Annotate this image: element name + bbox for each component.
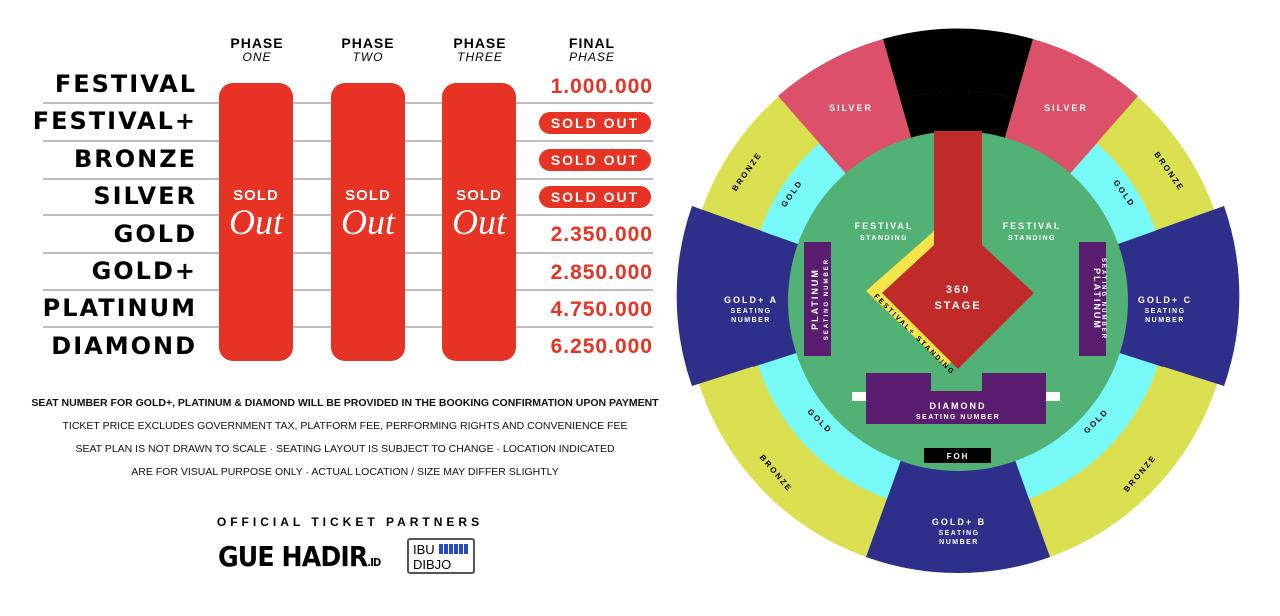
note-seat-number: SEAT NUMBER FOR GOLD+, PLATINUM & DIAMON… bbox=[31, 397, 659, 409]
category-silver: SILVER bbox=[93, 182, 197, 210]
phase-three-sold-out: SOLD Out bbox=[442, 83, 516, 361]
svg-text:DIAMOND: DIAMOND bbox=[930, 401, 987, 411]
svg-text:NUMBER: NUMBER bbox=[939, 539, 979, 546]
svg-text:FESTIVAL: FESTIVAL bbox=[1003, 221, 1062, 231]
phase-one-sold-out: SOLD Out bbox=[219, 83, 293, 361]
platinum-right[interactable] bbox=[1079, 242, 1106, 356]
svg-text:STANDING: STANDING bbox=[860, 235, 908, 242]
category-gold: GOLD bbox=[113, 220, 197, 248]
final-price-festival: 1.000.000 bbox=[550, 75, 653, 98]
phase-two-sold-out: SOLD Out bbox=[331, 83, 405, 361]
final-sold-out-silver: SOLD OUT bbox=[539, 186, 651, 208]
guehadir-logo: GUE HADIR.ID bbox=[218, 540, 381, 573]
stage bbox=[882, 131, 1034, 369]
svg-text:SEATING NUMBER: SEATING NUMBER bbox=[824, 258, 830, 340]
svg-text:SEATING NUMBER: SEATING NUMBER bbox=[1100, 258, 1106, 340]
final-price-platinum: 4.750.000 bbox=[550, 298, 653, 321]
svg-text:SEATING: SEATING bbox=[730, 308, 771, 315]
svg-text:GOLD+ B: GOLD+ B bbox=[932, 517, 986, 527]
header-phase-two: PHASE TWO bbox=[341, 35, 395, 64]
final-sold-out-bronze: SOLD OUT bbox=[539, 149, 651, 171]
svg-text:STANDING: STANDING bbox=[1008, 235, 1056, 242]
category-diamond: DIAMOND bbox=[51, 332, 197, 360]
final-price-gold-plus: 2.850.000 bbox=[550, 261, 653, 284]
svg-text:GOLD+ A: GOLD+ A bbox=[724, 295, 778, 305]
category-festival: FESTIVAL bbox=[54, 70, 197, 98]
svg-text:NUMBER: NUMBER bbox=[1145, 317, 1185, 324]
category-festival-plus: FESTIVAL+ bbox=[32, 107, 197, 135]
svg-text:SEATING NUMBER: SEATING NUMBER bbox=[916, 414, 1000, 421]
platinum-left[interactable] bbox=[804, 242, 831, 356]
svg-text:FOH: FOH bbox=[947, 452, 970, 461]
final-price-diamond: 6.250.000 bbox=[550, 335, 653, 358]
svg-text:NUMBER: NUMBER bbox=[731, 317, 771, 324]
svg-text:SEATING: SEATING bbox=[1144, 308, 1185, 315]
final-sold-out-festival-plus: SOLD OUT bbox=[539, 112, 651, 134]
svg-text:360: 360 bbox=[946, 284, 970, 296]
partners-title: OFFICIAL TICKET PARTNERS bbox=[216, 515, 484, 529]
svg-text:SILVER: SILVER bbox=[829, 103, 873, 113]
logo-grid-icon bbox=[439, 544, 469, 554]
header-final-phase: FINAL PHASE bbox=[568, 35, 616, 64]
svg-text:SEATING: SEATING bbox=[938, 530, 979, 537]
header-phase-one: PHASE ONE bbox=[230, 35, 284, 64]
note-seat-plan: SEAT PLAN IS NOT DRAWN TO SCALE · SEATIN… bbox=[75, 443, 615, 455]
svg-text:STAGE: STAGE bbox=[934, 300, 981, 312]
diamond-area[interactable] bbox=[866, 373, 1046, 424]
final-price-gold: 2.350.000 bbox=[550, 223, 653, 246]
foh bbox=[924, 448, 991, 463]
ibudibjo-logo: IBU DIBJO bbox=[407, 538, 475, 574]
header-phase-three: PHASE THREE bbox=[453, 35, 507, 64]
category-platinum: PLATINUM bbox=[42, 294, 197, 322]
note-ticket-price: TICKET PRICE EXCLUDES GOVERNMENT TAX, PL… bbox=[62, 420, 628, 432]
svg-text:FESTIVAL: FESTIVAL bbox=[855, 221, 914, 231]
note-visual-purpose: ARE FOR VISUAL PURPOSE ONLY · ACTUAL LOC… bbox=[131, 466, 559, 478]
festival-plus-area[interactable] bbox=[866, 231, 951, 367]
svg-text:PLATINUM: PLATINUM bbox=[810, 268, 820, 330]
category-gold-plus: GOLD+ bbox=[91, 257, 197, 285]
svg-text:SILVER: SILVER bbox=[1044, 103, 1088, 113]
svg-text:GOLD+ C: GOLD+ C bbox=[1138, 295, 1192, 305]
category-bronze: BRONZE bbox=[73, 145, 197, 173]
svg-text:PLATINUM: PLATINUM bbox=[1092, 268, 1102, 330]
